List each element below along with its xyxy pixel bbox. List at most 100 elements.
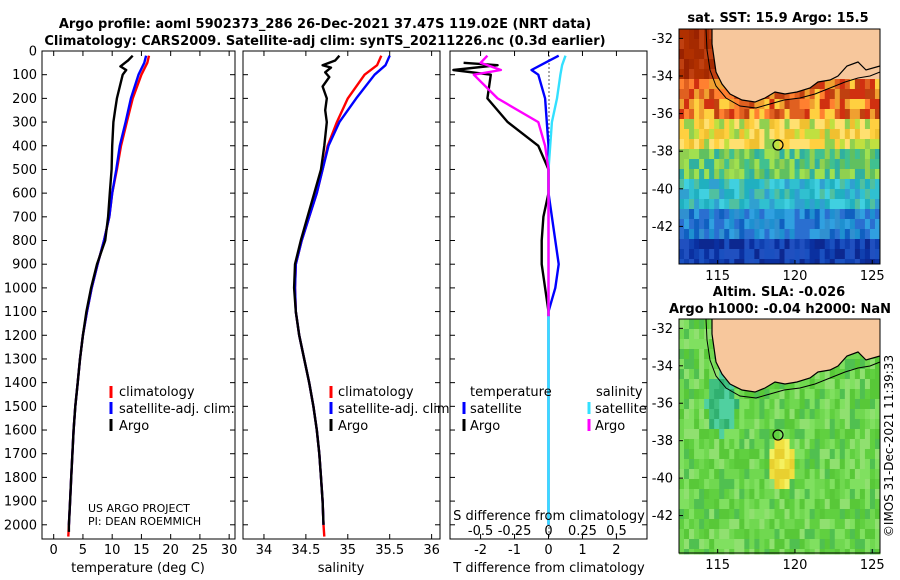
map-cell xyxy=(714,519,720,525)
map-cell xyxy=(849,524,856,530)
map-cell xyxy=(704,144,710,150)
map-cell xyxy=(804,149,811,155)
map-cell xyxy=(684,99,690,105)
map-cell xyxy=(694,384,700,390)
map-cell xyxy=(694,64,700,70)
map-cell xyxy=(694,329,700,335)
map-cell xyxy=(849,444,856,450)
map-cell xyxy=(734,479,740,485)
map-cell xyxy=(714,414,720,420)
map-cell xyxy=(774,119,780,125)
map-cell xyxy=(754,434,760,440)
map-cell xyxy=(844,149,851,155)
map-cell xyxy=(864,394,871,400)
map-cell xyxy=(799,149,806,155)
map-cell xyxy=(759,199,765,205)
map-cell xyxy=(829,249,836,255)
map-cell xyxy=(804,259,811,265)
map-cell xyxy=(869,364,876,370)
map-cell xyxy=(844,194,851,200)
map-cell xyxy=(844,179,851,185)
map-cell xyxy=(744,414,750,420)
map-cell xyxy=(774,494,780,500)
map-cell xyxy=(739,529,745,535)
map-cell xyxy=(739,114,745,120)
map-cell xyxy=(689,219,695,225)
map-cell xyxy=(684,449,690,455)
map-cell xyxy=(804,194,811,200)
map-cell xyxy=(789,94,795,100)
map-cell xyxy=(854,404,861,410)
map-cell xyxy=(804,539,811,545)
map-cell xyxy=(869,194,876,200)
map-cell xyxy=(739,254,745,260)
map-cell xyxy=(729,474,735,480)
map-cell xyxy=(769,484,775,490)
map-cell xyxy=(754,249,760,255)
map-cell xyxy=(689,479,695,485)
map-cell xyxy=(724,524,730,530)
map-cell xyxy=(684,249,690,255)
map-cell xyxy=(694,469,700,475)
map-cell xyxy=(734,394,740,400)
map-cell xyxy=(719,499,725,505)
map-cell xyxy=(759,419,765,425)
map-cell xyxy=(679,104,685,110)
map-cell xyxy=(794,539,801,545)
map-cell xyxy=(719,214,725,220)
map-cell xyxy=(694,349,700,355)
map-cell xyxy=(864,549,871,555)
map-cell xyxy=(679,219,685,225)
map-cell xyxy=(719,129,725,135)
map-cell xyxy=(769,499,775,505)
map-cell xyxy=(689,459,695,465)
map-cell xyxy=(684,399,690,405)
map-cell xyxy=(779,404,785,410)
map-cell xyxy=(794,504,801,510)
map-cell xyxy=(824,189,831,195)
map-cell xyxy=(864,389,871,395)
map-cell xyxy=(704,149,710,155)
map-cell xyxy=(789,234,795,240)
map-cell xyxy=(869,69,876,75)
map-cell xyxy=(769,444,775,450)
map-cell xyxy=(739,119,745,125)
map-cell xyxy=(724,169,730,175)
map-cell xyxy=(824,514,831,520)
map-cell xyxy=(869,184,876,190)
map-cell xyxy=(704,179,710,185)
map-cell xyxy=(774,449,780,455)
map-cell xyxy=(789,104,795,110)
map-cell xyxy=(809,234,816,240)
map-cell xyxy=(834,514,841,520)
map-y-tick-label: -40 xyxy=(652,182,673,197)
map-cell xyxy=(849,104,856,110)
map-cell xyxy=(714,389,720,395)
map-cell xyxy=(819,224,826,230)
map-cell xyxy=(684,169,690,175)
map-cell xyxy=(759,539,765,545)
map-cell xyxy=(864,539,871,545)
map-cell xyxy=(829,184,836,190)
legend-satellite-adj: satellite-adj. clim. xyxy=(119,402,235,417)
map-cell xyxy=(709,389,715,395)
map-cell xyxy=(764,139,770,145)
map-cell xyxy=(814,219,821,225)
map-cell xyxy=(729,199,735,205)
map-cell xyxy=(729,209,735,215)
x-tick-label: 20 xyxy=(162,543,179,558)
map-cell xyxy=(804,449,811,455)
map-cell xyxy=(804,464,811,470)
map-cell xyxy=(829,469,836,475)
map-cell xyxy=(724,534,730,540)
map-cell xyxy=(709,344,715,350)
map-cell xyxy=(824,499,831,505)
map-cell xyxy=(814,179,821,185)
map-cell xyxy=(709,109,715,115)
map-cell xyxy=(774,219,780,225)
map-cell xyxy=(744,159,750,165)
map-cell xyxy=(829,189,836,195)
map-cell xyxy=(754,214,760,220)
map-cell xyxy=(734,444,740,450)
map-cell xyxy=(714,459,720,465)
